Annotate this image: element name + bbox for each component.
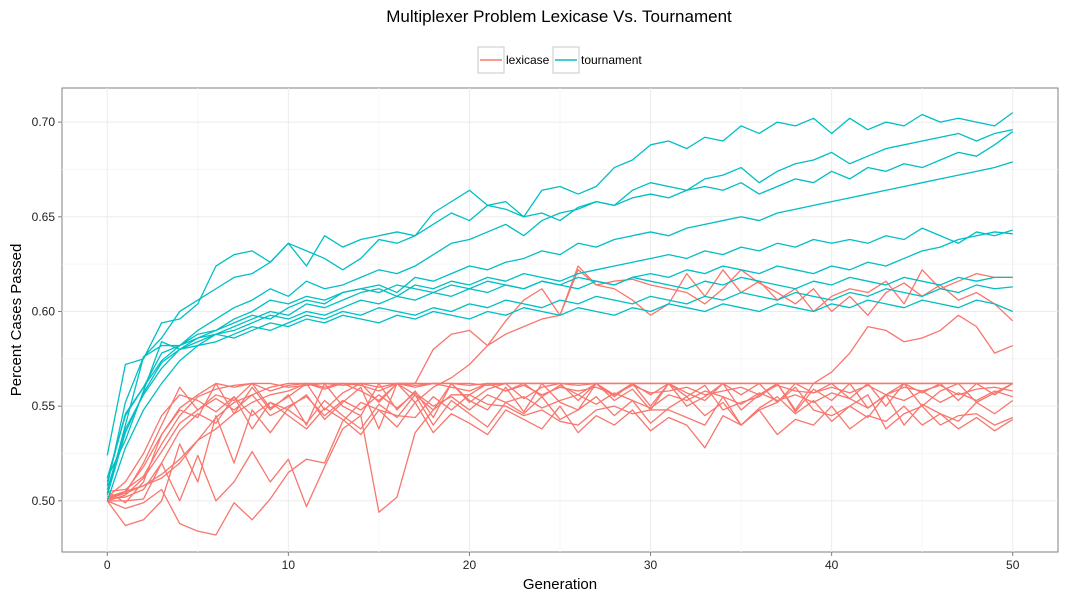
y-axis: 0.50 0.55 0.60 0.65 0.70 [32,115,62,508]
x-tick-label: 10 [282,558,296,572]
legend: lexicase tournament [477,46,642,74]
x-tick-label: 30 [644,558,658,572]
legend-label: lexicase [506,53,550,67]
x-tick-label: 40 [825,558,839,572]
lexicase-series-line [107,382,1013,498]
lexicase-series-line [107,396,1014,500]
y-tick-label: 0.65 [32,210,56,224]
lexicase-series-line [107,386,1013,536]
lexicase-series-line [106,394,1014,498]
x-axis: 0 10 20 30 40 50 [104,552,1020,572]
legend-label: tournament [581,53,642,67]
chart-title: Multiplexer Problem Lexicase Vs. Tournam… [386,7,732,26]
tournament-series-line [106,131,1014,479]
tournament-series-line [106,129,1013,456]
x-axis-title: Generation [523,576,597,593]
y-axis-title: Percent Cases Passed [8,244,25,397]
y-tick-label: 0.60 [32,304,56,318]
y-tick-label: 0.50 [32,494,56,508]
tournament-series-line [106,112,1014,486]
lexicase-series-line [107,390,1013,502]
x-tick-label: 50 [1006,558,1020,572]
y-tick-label: 0.55 [32,399,56,413]
y-tick-label: 0.70 [32,115,56,129]
x-tick-label: 0 [104,558,111,572]
tournament-series-line [106,276,1013,494]
lexicase-series-line [106,382,1014,504]
series-layer [106,112,1014,536]
tournament-series-line [106,227,1013,502]
x-tick-label: 20 [463,558,477,572]
lexicase-series-line [107,314,1013,513]
tournament-series-line [106,299,1013,483]
